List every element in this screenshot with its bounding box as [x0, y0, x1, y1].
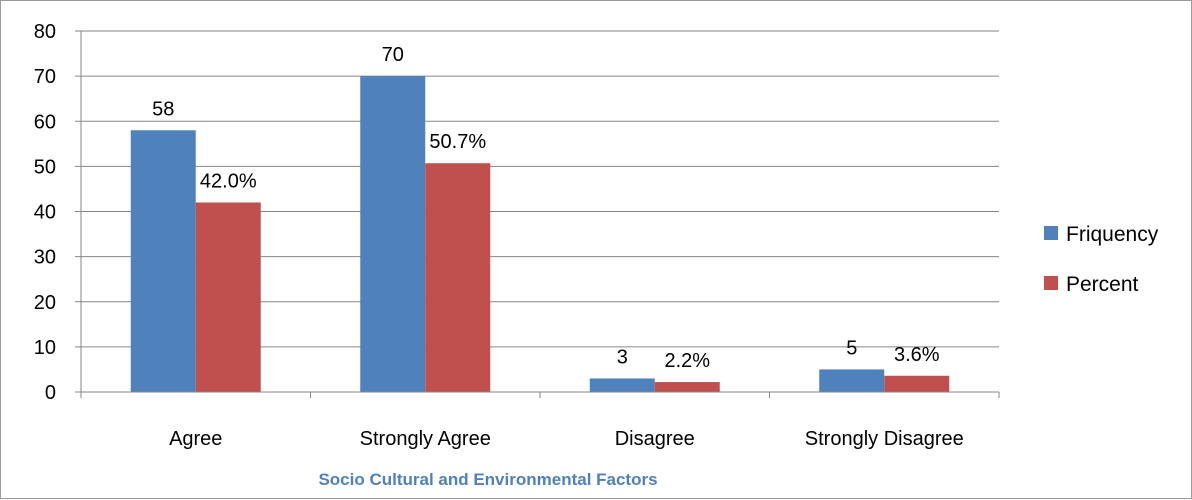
- y-axis-ticks: 0 10 20 30 40 50 60 70 80: [34, 21, 56, 404]
- x-tick-label: Agree: [169, 428, 222, 450]
- data-labels: 58 42.0% 70 50.7% 3 2.2% 5 3.6%: [152, 44, 940, 372]
- bar-frequency: [130, 130, 196, 392]
- legend-entry: Percent: [1066, 273, 1139, 296]
- bar-percent: [195, 202, 261, 392]
- legend-entry: Friquency: [1066, 223, 1159, 246]
- bars: [130, 76, 950, 392]
- bar-percent: [884, 375, 950, 392]
- axes: [75, 30, 1000, 398]
- y-tick-label: 80: [34, 21, 56, 43]
- data-label: 58: [152, 98, 174, 120]
- data-label: 3: [617, 346, 628, 368]
- data-label: 2.2%: [664, 350, 710, 372]
- x-axis-title: Socio Cultural and Environmental Factors: [318, 470, 657, 489]
- bar-percent: [654, 382, 720, 392]
- data-label: 42.0%: [200, 170, 257, 192]
- legend-swatch: [1044, 276, 1058, 290]
- bar-frequency: [819, 369, 885, 392]
- y-tick-label: 40: [34, 202, 56, 224]
- legend: Friquency Percent: [1044, 223, 1159, 296]
- data-label: 70: [382, 44, 404, 66]
- y-tick-label: 20: [34, 292, 56, 314]
- y-tick-label: 30: [34, 247, 56, 269]
- x-tick-label: Strongly Disagree: [805, 428, 964, 450]
- data-label: 5: [846, 337, 857, 359]
- legend-swatch: [1044, 226, 1058, 240]
- y-tick-label: 10: [34, 337, 56, 359]
- x-tick-label: Disagree: [615, 428, 695, 450]
- x-axis-category-labels: Agree Strongly Agree Disagree Strongly Disa…: [169, 428, 964, 450]
- y-tick-label: 50: [34, 156, 56, 178]
- y-tick-label: 70: [34, 66, 56, 88]
- data-label: 3.6%: [894, 344, 940, 366]
- x-tick-label: Strongly Agree: [360, 428, 491, 450]
- bar-percent: [425, 163, 491, 392]
- bar-frequency: [589, 378, 655, 392]
- bar-frequency: [360, 76, 426, 392]
- data-label: 50.7%: [429, 131, 486, 153]
- y-tick-label: 0: [45, 382, 56, 404]
- y-tick-label: 60: [34, 111, 56, 133]
